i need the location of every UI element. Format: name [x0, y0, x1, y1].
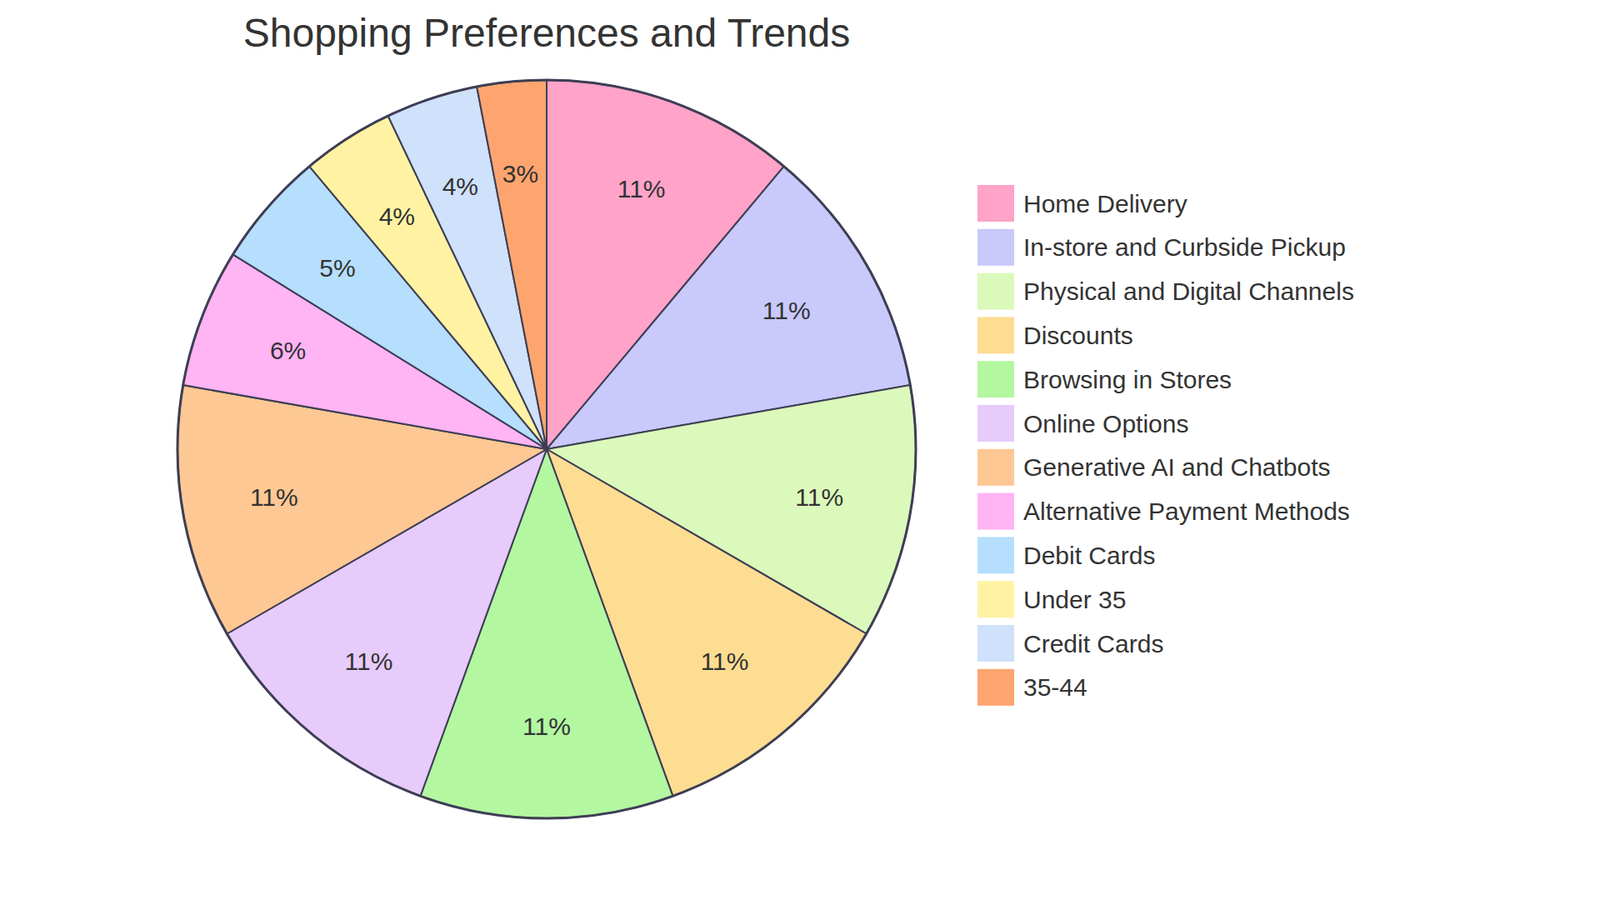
data-label: 11% [522, 712, 571, 740]
legend-swatch [977, 449, 1015, 486]
legend-label: Under 35 [1023, 585, 1126, 614]
legend-label: Credit Cards [1023, 630, 1164, 658]
data-label: 4% [442, 172, 479, 200]
legend-swatch [977, 580, 1015, 618]
legend-label: Online Options [1023, 410, 1189, 438]
data-labels: 11% 11% 11% 11% 11% 11% 11% 6% 5% 4% 4% 3% [250, 160, 844, 740]
data-label: 11% [762, 296, 811, 325]
legend-swatch [977, 669, 1015, 706]
slices [177, 80, 916, 819]
legend-swatch [977, 625, 1015, 662]
pie-outline [177, 80, 916, 819]
data-label: 11% [617, 175, 666, 203]
chart-svg: Shopping Preferences and Trends11%11%11%… [0, 0, 1600, 900]
legend-label: Debit Cards [1023, 541, 1155, 570]
legend-label: Physical and Digital Channels [1023, 277, 1355, 305]
legend-swatch [977, 536, 1015, 574]
legend-swatch [977, 360, 1015, 398]
data-label: 3% [502, 160, 539, 188]
chart-container: Shopping Preferences and Trends11%11%11%… [0, 0, 1600, 900]
legend-label: Alternative Payment Methods [1023, 497, 1350, 525]
data-label: 11% [345, 647, 394, 675]
legend-swatch [977, 405, 1015, 442]
data-label: 6% [270, 336, 306, 365]
legend-swatch [977, 185, 1015, 222]
legend-swatch [977, 493, 1015, 530]
legend-label: Discounts [1023, 321, 1134, 350]
data-label: 11% [700, 647, 750, 675]
legend-label: Generative AI and Chatbots [1023, 453, 1331, 481]
data-label: 11% [795, 483, 844, 511]
data-label: 4% [379, 202, 415, 230]
legend-label: Browsing in Stores [1023, 365, 1232, 394]
legend-label: In-store and Curbside Pickup [1023, 233, 1346, 261]
legend-swatch [977, 229, 1015, 266]
data-label: 5% [319, 254, 355, 282]
legend-label: Home Delivery [1023, 190, 1188, 218]
data-label: 11% [250, 483, 299, 511]
legend: Home Delivery In-store and Curbside Picku… [977, 185, 1355, 706]
legend-label: 35-44 [1023, 673, 1088, 701]
pie-slice [476, 80, 547, 450]
legend-swatch [977, 316, 1015, 354]
legend-swatch [977, 273, 1015, 310]
chart-title: Shopping Preferences and Trends [243, 10, 850, 55]
